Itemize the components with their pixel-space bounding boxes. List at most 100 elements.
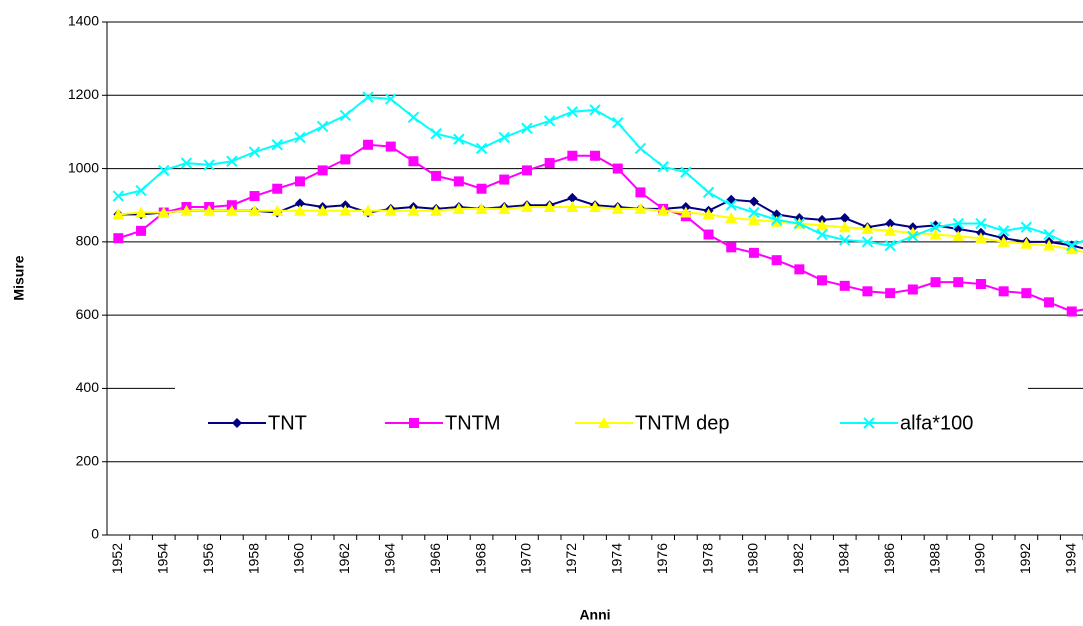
x-tick-label: 1958: [245, 543, 261, 574]
marker: [409, 418, 419, 428]
x-axis-label: Anni: [579, 607, 610, 623]
marker: [248, 204, 261, 216]
marker: [544, 158, 555, 169]
x-tick-label: 1982: [790, 543, 806, 574]
x-tick-label: 1994: [1062, 543, 1078, 574]
marker: [271, 139, 283, 151]
marker: [634, 142, 647, 155]
marker: [702, 208, 715, 220]
marker: [430, 128, 442, 140]
legend-label: TNT: [268, 412, 307, 434]
marker: [747, 213, 760, 225]
marker: [566, 106, 579, 118]
series-line: [118, 206, 1083, 253]
y-tick-label: 600: [76, 306, 100, 322]
marker: [520, 201, 533, 213]
marker: [567, 192, 578, 203]
x-tick-label: 1988: [926, 543, 942, 574]
marker: [838, 221, 851, 233]
marker: [839, 234, 851, 246]
marker: [862, 286, 873, 297]
marker: [793, 217, 806, 230]
marker: [1021, 288, 1032, 299]
x-tick-label: 1962: [336, 543, 352, 574]
x-tick-label: 1974: [608, 543, 624, 574]
marker: [249, 191, 260, 202]
marker: [543, 201, 556, 213]
marker: [703, 229, 714, 240]
marker: [475, 142, 488, 155]
marker: [1043, 228, 1055, 241]
marker: [567, 150, 578, 161]
marker: [340, 154, 351, 165]
marker: [316, 204, 329, 216]
marker: [158, 164, 170, 177]
marker: [929, 221, 942, 233]
x-tick-label: 1980: [745, 543, 761, 574]
marker: [929, 228, 942, 240]
marker: [385, 93, 397, 105]
marker: [136, 225, 147, 236]
marker: [232, 418, 242, 428]
y-tick-label: 400: [76, 379, 100, 395]
marker: [1020, 221, 1033, 233]
marker: [726, 242, 737, 253]
marker: [180, 157, 193, 169]
marker: [974, 232, 987, 244]
marker: [702, 186, 715, 199]
x-tick-label: 1992: [1017, 543, 1033, 574]
marker: [362, 204, 375, 216]
marker: [725, 199, 737, 211]
marker: [611, 202, 624, 214]
marker: [180, 204, 193, 216]
x-tick-label: 1960: [291, 543, 307, 574]
marker: [499, 174, 510, 185]
marker: [475, 202, 488, 214]
marker: [598, 417, 610, 428]
marker: [384, 204, 397, 216]
marker: [975, 278, 986, 289]
marker: [476, 183, 487, 194]
marker: [816, 219, 829, 231]
x-tick-label: 1956: [200, 543, 216, 574]
y-axis-label: Misure: [11, 255, 27, 300]
x-tick-label: 1976: [654, 543, 670, 574]
marker: [294, 176, 305, 187]
marker: [1043, 239, 1056, 251]
marker: [680, 166, 692, 178]
x-tick-label: 1966: [427, 543, 443, 574]
marker: [839, 213, 850, 224]
marker: [498, 131, 510, 144]
marker: [748, 206, 760, 219]
marker: [748, 196, 759, 207]
marker: [430, 204, 443, 216]
marker: [634, 202, 647, 214]
legend-label: TNTM dep: [635, 412, 729, 434]
y-tick-label: 1000: [68, 159, 99, 175]
marker: [817, 275, 828, 286]
marker: [589, 104, 601, 116]
marker: [407, 111, 420, 123]
marker: [271, 204, 284, 216]
marker: [316, 120, 329, 133]
marker: [431, 170, 442, 181]
marker: [157, 206, 170, 218]
y-tick-label: 0: [91, 526, 99, 542]
marker: [635, 187, 646, 198]
marker: [566, 201, 579, 213]
marker: [294, 131, 306, 144]
marker: [203, 204, 216, 216]
marker: [363, 139, 374, 150]
marker: [885, 218, 896, 229]
marker: [997, 225, 1010, 237]
marker: [294, 198, 305, 209]
marker: [612, 163, 623, 174]
marker: [226, 155, 238, 167]
x-tick-label: 1968: [472, 543, 488, 574]
marker: [112, 190, 125, 202]
marker: [861, 223, 874, 235]
marker: [135, 184, 147, 197]
marker: [203, 159, 215, 171]
marker: [1066, 306, 1077, 317]
marker: [930, 277, 941, 288]
